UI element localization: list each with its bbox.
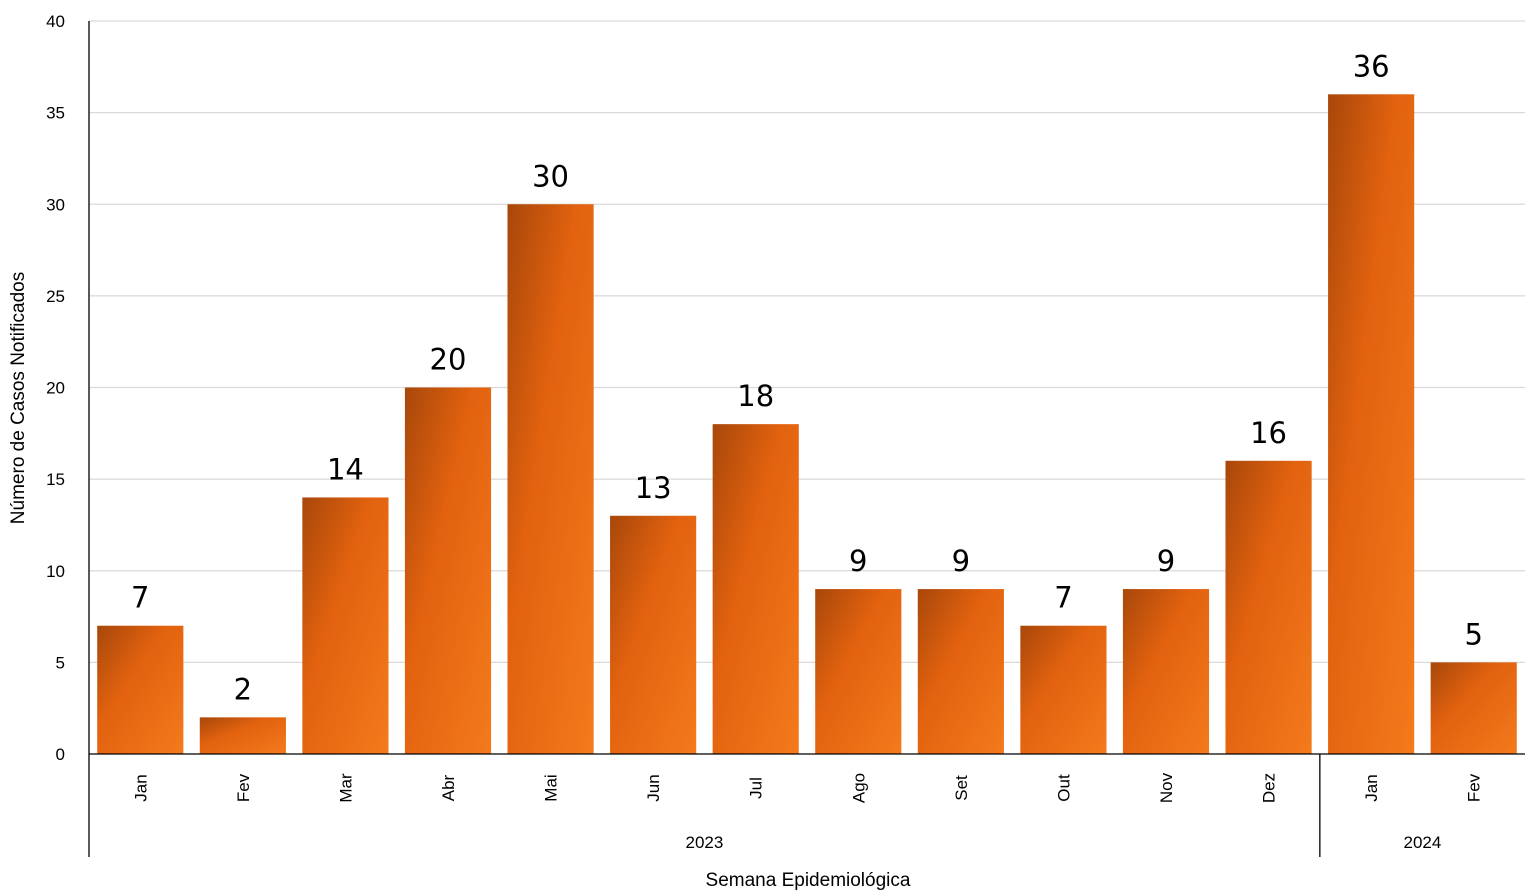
x-tick-label: Mar	[336, 773, 355, 803]
x-tick-label: Ago	[849, 773, 868, 803]
y-tick-label: 10	[46, 562, 65, 581]
data-labels: 7 2 14 20 30 13 18 9 9 7 9 16 36 5	[131, 49, 1483, 706]
bar	[1328, 94, 1415, 755]
bar	[1225, 460, 1312, 754]
data-label: 9	[849, 544, 867, 578]
group-label: 2024	[1404, 833, 1442, 852]
x-tick-label: Abr	[439, 774, 458, 801]
data-label: 9	[952, 544, 970, 578]
data-label: 7	[131, 581, 149, 615]
y-tick-label: 15	[46, 470, 65, 489]
bar	[507, 204, 594, 754]
bars	[97, 94, 1517, 755]
bar	[1020, 625, 1107, 754]
x-tick-label: Mai	[542, 774, 561, 801]
bar	[610, 515, 697, 754]
x-tick-label: Out	[1054, 774, 1073, 802]
bar	[917, 589, 1004, 754]
bar	[97, 625, 184, 754]
data-label: 5	[1464, 617, 1482, 651]
x-axis-title: Semana Epidemiológica	[706, 870, 911, 891]
data-label: 13	[635, 471, 672, 505]
x-tick-label: Jan	[1362, 774, 1381, 801]
data-label: 36	[1353, 49, 1390, 83]
y-tick-label: 35	[46, 104, 65, 123]
x-tick-label: Jun	[644, 774, 663, 801]
bar	[815, 589, 902, 754]
data-label: 20	[430, 343, 467, 377]
bar	[1122, 589, 1210, 754]
group-label: 2023	[686, 833, 724, 852]
data-label: 7	[1054, 581, 1072, 615]
bar	[199, 717, 286, 754]
data-label: 18	[737, 379, 774, 413]
x-tick-label: Jan	[131, 774, 150, 801]
bar	[712, 424, 799, 754]
y-tick-label: 30	[46, 195, 65, 214]
x-tick-label: Fev	[234, 773, 253, 802]
data-label: 16	[1250, 416, 1287, 450]
x-tick-label: Nov	[1157, 772, 1176, 803]
y-tick-label: 25	[46, 287, 65, 306]
data-label: 14	[327, 452, 364, 486]
bar	[404, 387, 492, 754]
bar	[1430, 662, 1517, 754]
data-label: 30	[532, 159, 569, 193]
y-axis-title: Número de Casos Notificados	[8, 272, 29, 524]
data-label: 9	[1157, 544, 1175, 578]
data-label: 2	[234, 672, 252, 706]
y-tick-label: 5	[56, 653, 65, 672]
x-tick-label: Jul	[747, 777, 766, 799]
y-tick-label: 20	[46, 379, 65, 398]
bar	[302, 497, 389, 754]
y-tick-label: 40	[46, 12, 65, 31]
y-tick-label: 0	[56, 745, 65, 764]
x-tick-label: Fev	[1465, 773, 1484, 802]
x-tick-label: Set	[952, 775, 971, 801]
x-tick-label: Dez	[1260, 773, 1279, 803]
